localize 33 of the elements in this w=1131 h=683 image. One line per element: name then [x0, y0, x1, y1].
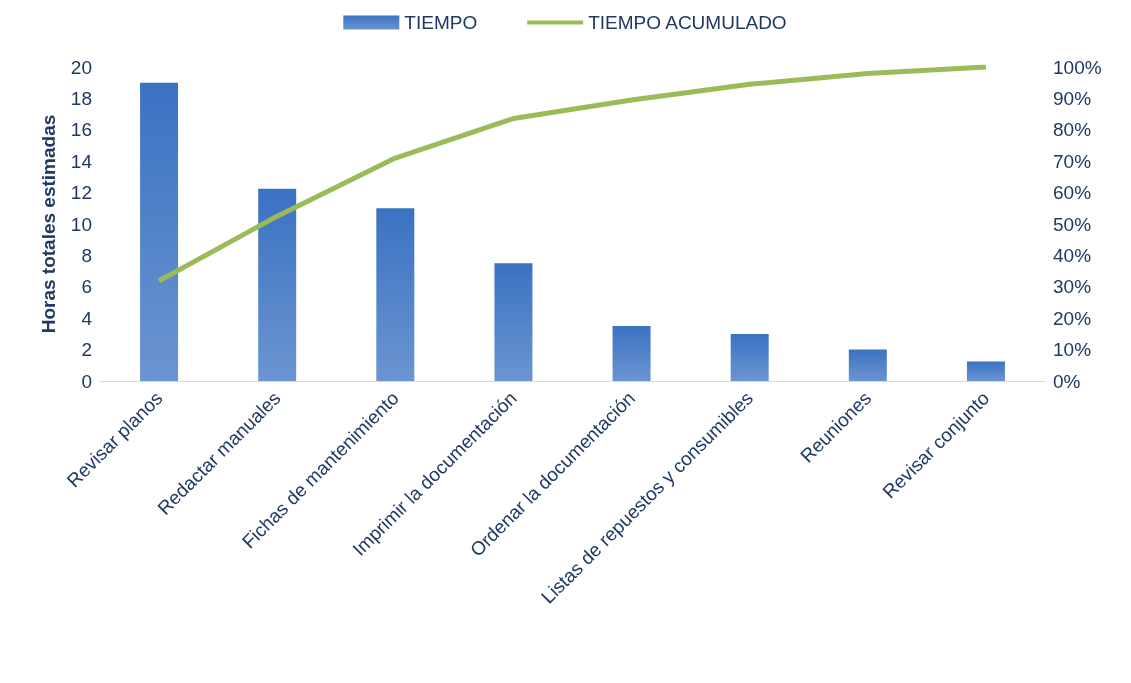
y2-tick-label: 30%: [1053, 276, 1092, 298]
bar: [612, 326, 651, 381]
y2-tick-label: 40%: [1053, 244, 1092, 266]
y2-tick-label: 50%: [1053, 213, 1092, 235]
y-tick-label: 8: [81, 244, 92, 266]
y-tick-label: 18: [70, 87, 92, 109]
y-tick-label: 6: [81, 276, 92, 298]
y-tick-label: 12: [70, 182, 92, 204]
y2-tick-label: 10%: [1053, 339, 1092, 361]
bar: [376, 208, 415, 381]
y-tick-label: 14: [70, 150, 93, 172]
bar: [258, 188, 297, 381]
y-tick-label: 0: [81, 370, 92, 392]
y-tick-label: 10: [70, 213, 92, 235]
y2-tick-label: 60%: [1053, 182, 1092, 204]
y-tick-label: 20: [70, 56, 92, 78]
bar: [730, 333, 769, 381]
bar: [140, 82, 179, 381]
legend-label: TIEMPO: [404, 12, 478, 33]
y2-tick-label: 20%: [1053, 307, 1092, 329]
y2-tick-label: 0%: [1053, 370, 1081, 392]
bar: [966, 361, 1005, 381]
y2-tick-label: 80%: [1053, 119, 1092, 141]
y2-tick-label: 100%: [1053, 56, 1102, 78]
y-tick-label: 4: [81, 307, 93, 329]
y-tick-label: 2: [81, 339, 92, 361]
y-tick-label: 16: [70, 119, 92, 141]
y2-tick-label: 90%: [1053, 87, 1092, 109]
y2-tick-label: 70%: [1053, 150, 1092, 172]
legend-label: TIEMPO ACUMULADO: [588, 12, 787, 33]
bar: [848, 349, 887, 381]
y-axis-title: Horas totales estimadas: [38, 114, 59, 334]
bar: [494, 263, 533, 381]
